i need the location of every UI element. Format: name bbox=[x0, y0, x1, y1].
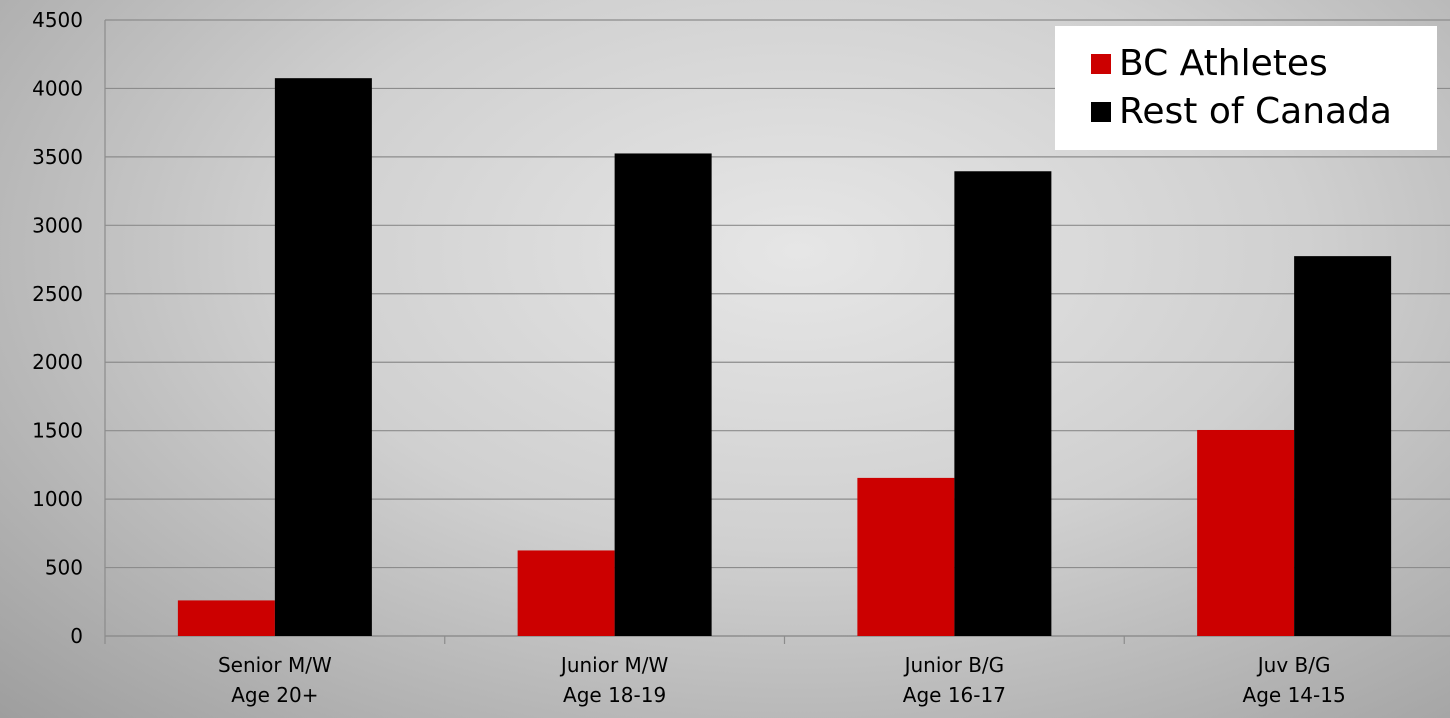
y-tick-label: 1500 bbox=[32, 419, 83, 443]
x-category-label: Age 14-15 bbox=[1243, 683, 1346, 707]
x-category-label: Juv B/G bbox=[1256, 653, 1331, 677]
legend-swatch-bc-athletes bbox=[1091, 54, 1111, 74]
bar-bc-athletes bbox=[517, 550, 615, 636]
bar-rest-of-canada bbox=[274, 78, 372, 636]
y-tick-label: 500 bbox=[45, 556, 83, 580]
legend-label-bc-athletes: BC Athletes bbox=[1119, 43, 1328, 84]
x-category-label: Age 20+ bbox=[231, 683, 318, 707]
y-tick-label: 4000 bbox=[32, 76, 83, 100]
y-tick-label: 3500 bbox=[32, 145, 83, 169]
bar-rest-of-canada bbox=[954, 171, 1052, 637]
x-category-label: Junior M/W bbox=[559, 653, 669, 677]
x-category-label: Senior M/W bbox=[218, 653, 332, 677]
legend-swatch-rest-of-canada bbox=[1091, 102, 1111, 122]
y-tick-label: 0 bbox=[70, 624, 83, 648]
x-category-label: Age 16-17 bbox=[903, 683, 1006, 707]
bar-bc-athletes bbox=[177, 600, 275, 636]
bar-rest-of-canada bbox=[1294, 256, 1392, 636]
legend-label-rest-of-canada: Rest of Canada bbox=[1119, 91, 1392, 132]
chart-legend: BC Athletes Rest of Canada bbox=[1055, 26, 1437, 150]
y-tick-label: 2000 bbox=[32, 350, 83, 374]
x-category-label: Junior B/G bbox=[903, 653, 1005, 677]
bar-bc-athletes bbox=[857, 477, 955, 636]
y-tick-label: 3000 bbox=[32, 213, 83, 237]
bar-rest-of-canada bbox=[614, 153, 712, 636]
bar-bc-athletes bbox=[1197, 429, 1295, 636]
x-category-label: Age 18-19 bbox=[563, 683, 666, 707]
y-tick-label: 1000 bbox=[32, 487, 83, 511]
y-tick-label: 4500 bbox=[32, 8, 83, 32]
y-tick-label: 2500 bbox=[32, 282, 83, 306]
legend-item-bc-athletes: BC Athletes bbox=[1091, 40, 1437, 88]
legend-item-rest-of-canada: Rest of Canada bbox=[1091, 88, 1437, 136]
